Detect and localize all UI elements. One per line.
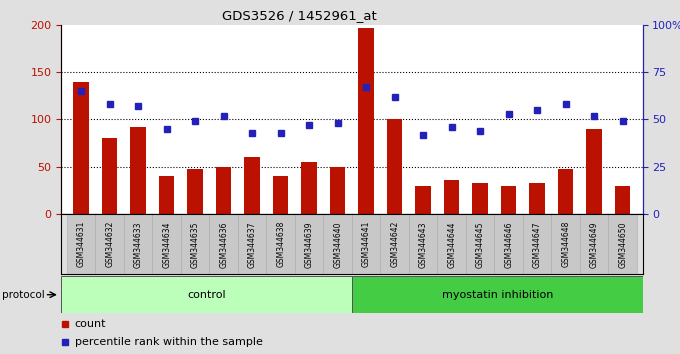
Bar [380, 214, 409, 274]
Bar [523, 214, 551, 274]
Bar [67, 214, 95, 274]
Bar [500, 186, 517, 214]
Text: GSM344639: GSM344639 [305, 221, 313, 268]
Bar [187, 169, 203, 214]
Text: GSM344640: GSM344640 [333, 221, 342, 268]
Bar [124, 214, 152, 274]
Bar [609, 214, 637, 274]
Bar [209, 214, 238, 274]
Bar [273, 176, 288, 214]
Text: percentile rank within the sample: percentile rank within the sample [75, 337, 262, 347]
Text: GSM344642: GSM344642 [390, 221, 399, 268]
Bar [444, 180, 460, 214]
Text: GSM344636: GSM344636 [219, 221, 228, 268]
Bar [586, 129, 602, 214]
Bar [102, 138, 118, 214]
Bar [352, 276, 643, 313]
Bar [551, 214, 580, 274]
Bar [216, 167, 231, 214]
Bar [415, 186, 431, 214]
Bar [358, 28, 374, 214]
Bar [238, 214, 267, 274]
Bar [131, 127, 146, 214]
Bar [352, 214, 380, 274]
Bar [558, 169, 573, 214]
Bar [61, 276, 352, 313]
Bar [330, 167, 345, 214]
Bar [580, 214, 609, 274]
Text: GSM344647: GSM344647 [532, 221, 542, 268]
Text: GSM344644: GSM344644 [447, 221, 456, 268]
Text: GDS3526 / 1452961_at: GDS3526 / 1452961_at [222, 9, 377, 22]
Text: GSM344632: GSM344632 [105, 221, 114, 268]
Bar [529, 183, 545, 214]
Text: GSM344645: GSM344645 [475, 221, 485, 268]
Bar [466, 214, 494, 274]
Text: GSM344633: GSM344633 [134, 221, 143, 268]
Text: GSM344635: GSM344635 [190, 221, 200, 268]
Text: GSM344646: GSM344646 [504, 221, 513, 268]
Text: myostatin inhibition: myostatin inhibition [441, 290, 553, 300]
Bar [301, 162, 317, 214]
Bar [267, 214, 295, 274]
Text: GSM344649: GSM344649 [590, 221, 598, 268]
Text: GSM344634: GSM344634 [162, 221, 171, 268]
Bar [615, 186, 630, 214]
Bar [473, 183, 488, 214]
Text: control: control [187, 290, 226, 300]
Bar [324, 214, 352, 274]
Text: GSM344648: GSM344648 [561, 221, 570, 268]
Bar [437, 214, 466, 274]
Text: GSM344637: GSM344637 [248, 221, 256, 268]
Text: GSM344650: GSM344650 [618, 221, 627, 268]
Bar [181, 214, 209, 274]
Text: count: count [75, 319, 106, 329]
Bar [409, 214, 437, 274]
Text: GSM344643: GSM344643 [419, 221, 428, 268]
Bar [387, 119, 403, 214]
Text: protocol: protocol [2, 290, 45, 300]
Bar [95, 214, 124, 274]
Bar [244, 157, 260, 214]
Bar [73, 81, 89, 214]
Bar [295, 214, 324, 274]
Bar [494, 214, 523, 274]
Bar [152, 214, 181, 274]
Text: GSM344641: GSM344641 [362, 221, 371, 268]
Text: GSM344631: GSM344631 [77, 221, 86, 268]
Text: GSM344638: GSM344638 [276, 221, 285, 268]
Bar [159, 176, 175, 214]
